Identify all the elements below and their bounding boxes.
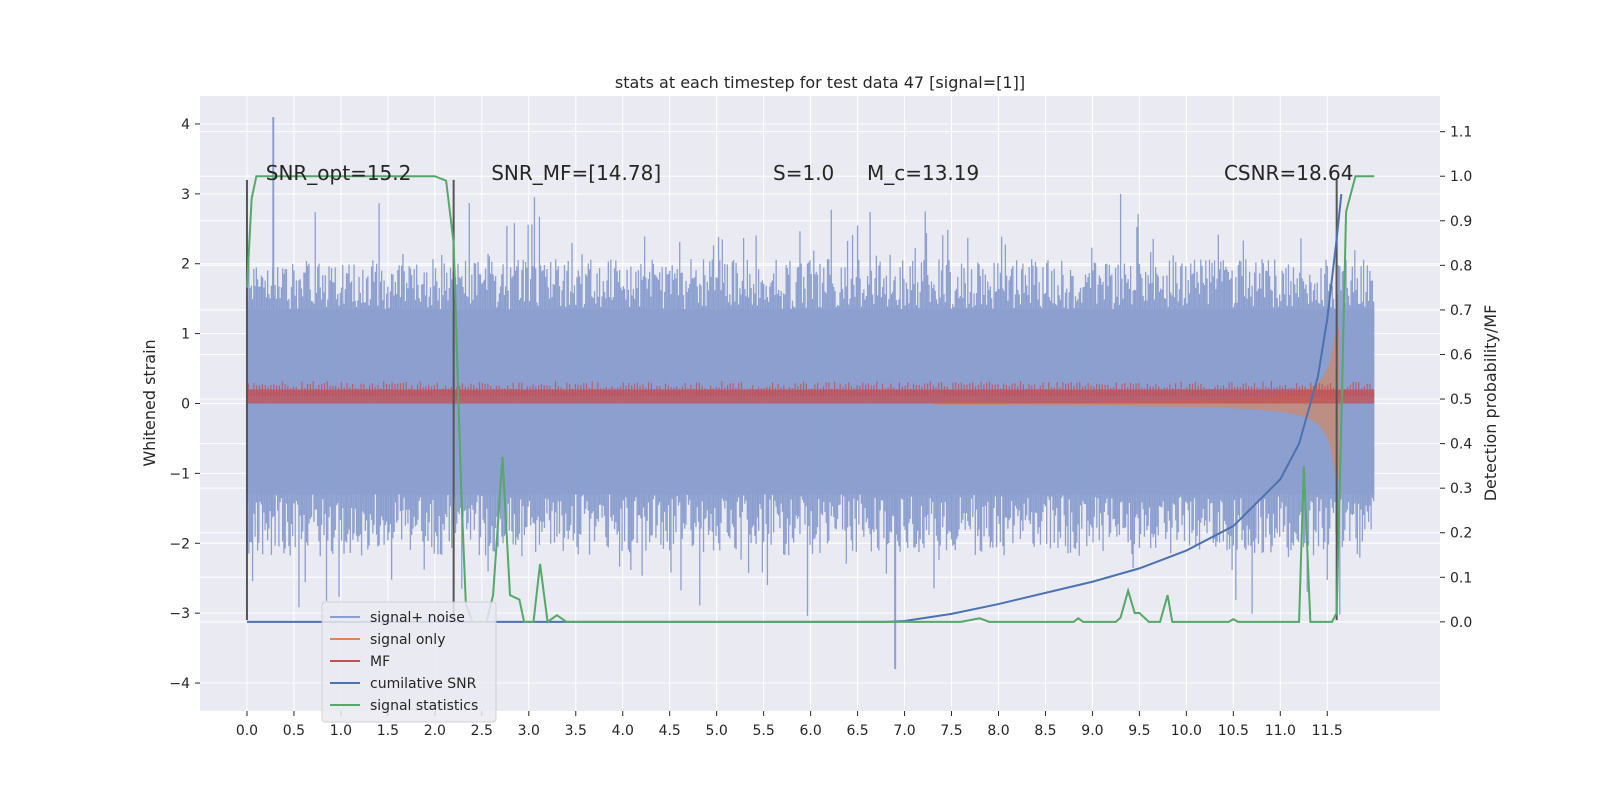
y-tick-label: −3 bbox=[169, 606, 190, 622]
legend: signal+ noise signal only MF cumilative SNR… bbox=[321, 601, 497, 723]
y-right-tick-label: 0.4 bbox=[1450, 437, 1472, 453]
y-right-tick-label: 0.3 bbox=[1450, 481, 1472, 497]
y-right-tick-label: 0.5 bbox=[1450, 392, 1472, 408]
annotation: SNR_opt=15.2 bbox=[266, 161, 412, 185]
x-tick-label: 9.0 bbox=[1081, 723, 1103, 739]
x-tick-label: 3.0 bbox=[518, 723, 540, 739]
y-right-tick-label: 0.9 bbox=[1450, 214, 1472, 230]
signal-noise-series bbox=[246, 116, 1375, 670]
y-right-tick-label: 0.0 bbox=[1450, 615, 1472, 631]
y-axis-label: Whitened strain bbox=[140, 339, 159, 466]
annotation: S=1.0 bbox=[773, 161, 834, 185]
x-tick-label: 0.5 bbox=[283, 723, 305, 739]
legend-label: signal+ noise bbox=[370, 610, 465, 626]
legend-box bbox=[321, 601, 497, 723]
y-right-tick-label: 1.0 bbox=[1450, 169, 1472, 185]
legend-label: signal only bbox=[370, 632, 445, 648]
y-tick-label: −1 bbox=[169, 466, 190, 482]
x-tick-label: 10.5 bbox=[1218, 723, 1249, 739]
annotation: M_c=13.19 bbox=[867, 161, 979, 185]
y-right-tick-label: 0.8 bbox=[1450, 258, 1472, 274]
x-tick-label: 6.5 bbox=[846, 723, 868, 739]
y-axis-right-label: Detection probability/MF bbox=[1481, 305, 1500, 502]
axes: 0.0 0.5 1.0 1.5 2.0 2.5 3.0 3.5 4.0 4.5 5.0 5.5 6.0 6… bbox=[169, 117, 1472, 739]
mf-band bbox=[246, 389, 1375, 404]
y-tick-label: 1 bbox=[181, 327, 190, 343]
x-tick-label: 11.5 bbox=[1312, 723, 1343, 739]
y-tick-label: 2 bbox=[181, 257, 190, 273]
x-tick-label: 5.5 bbox=[753, 723, 775, 739]
x-tick-label: 10.0 bbox=[1171, 723, 1202, 739]
annotations: SNR_opt=15.2 SNR_MF=[14.78] S=1.0 M_c=13.19… bbox=[266, 161, 1354, 185]
legend-label: cumilative SNR bbox=[370, 676, 477, 692]
x-tick-label: 2.5 bbox=[471, 723, 493, 739]
chart-title: stats at each timestep for test data 47 … bbox=[615, 73, 1025, 92]
x-tick-label: 3.5 bbox=[565, 723, 587, 739]
x-tick-label: 1.5 bbox=[377, 723, 399, 739]
series bbox=[245, 116, 1375, 670]
y-right-tick-label: 0.6 bbox=[1450, 347, 1472, 363]
x-tick-label: 1.0 bbox=[330, 723, 352, 739]
x-tick-label: 0.0 bbox=[236, 723, 258, 739]
legend-label: MF bbox=[370, 654, 390, 670]
y-right-tick-label: 0.1 bbox=[1450, 570, 1472, 586]
x-tick-label: 4.5 bbox=[659, 723, 681, 739]
y-tick-label: 3 bbox=[181, 187, 190, 203]
y-tick-label: −4 bbox=[169, 676, 190, 692]
legend-label: signal statistics bbox=[370, 698, 478, 714]
y-tick-label: −2 bbox=[169, 536, 190, 552]
y-tick-label: 4 bbox=[181, 117, 190, 133]
x-tick-label: 7.5 bbox=[940, 723, 962, 739]
annotation: CSNR=18.64 bbox=[1224, 161, 1354, 185]
x-tick-label: 8.5 bbox=[1034, 723, 1056, 739]
x-tick-label: 9.5 bbox=[1128, 723, 1150, 739]
y-right-tick-label: 0.2 bbox=[1450, 526, 1472, 542]
x-tick-label: 7.0 bbox=[893, 723, 915, 739]
x-tick-label: 11.0 bbox=[1265, 723, 1296, 739]
x-tick-label: 6.0 bbox=[799, 723, 821, 739]
y-right-tick-label: 0.7 bbox=[1450, 303, 1472, 319]
y-right-tick-label: 1.1 bbox=[1450, 125, 1472, 141]
x-tick-label: 5.0 bbox=[706, 723, 728, 739]
y-tick-label: 0 bbox=[181, 397, 190, 413]
cumulative-snr-line bbox=[246, 193, 1343, 623]
mf-series bbox=[246, 381, 1375, 404]
annotation: SNR_MF=[14.78] bbox=[491, 161, 661, 185]
x-tick-label: 8.0 bbox=[987, 723, 1009, 739]
x-tick-label: 2.0 bbox=[424, 723, 446, 739]
x-tick-label: 4.0 bbox=[612, 723, 634, 739]
